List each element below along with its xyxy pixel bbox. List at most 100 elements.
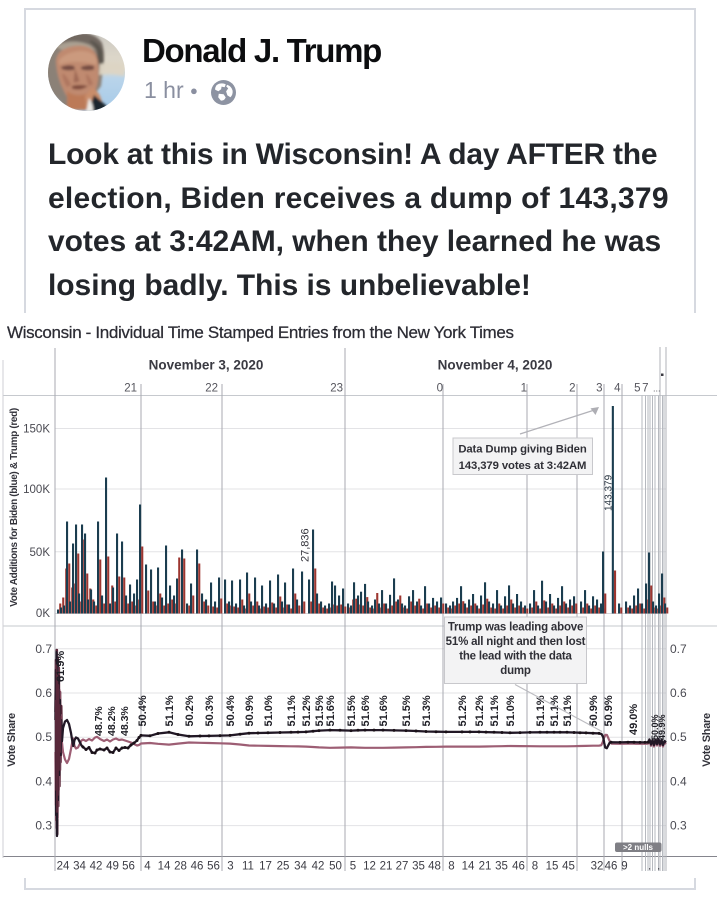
svg-text:Data Dump giving Biden: Data Dump giving Biden [458, 444, 587, 456]
svg-text:.: . [648, 861, 651, 873]
svg-text:51.1%: 51.1% [562, 695, 574, 726]
svg-text:42: 42 [90, 861, 103, 873]
svg-text:56: 56 [207, 861, 220, 873]
svg-text:32: 32 [591, 861, 604, 873]
svg-text:.: . [657, 861, 660, 873]
svg-text:0.6: 0.6 [670, 686, 687, 700]
svg-text:2: 2 [569, 383, 575, 395]
svg-text:0.7: 0.7 [35, 642, 52, 656]
svg-text:51.1%: 51.1% [549, 695, 561, 726]
svg-text:51.5%: 51.5% [314, 695, 326, 726]
svg-text:51.1%: 51.1% [535, 695, 547, 726]
svg-text:51.0%: 51.0% [263, 695, 275, 726]
svg-text:0.5: 0.5 [35, 730, 52, 744]
svg-text:45: 45 [562, 861, 575, 873]
svg-text:48.3%: 48.3% [119, 706, 131, 736]
svg-text:46: 46 [605, 861, 618, 873]
svg-text:17: 17 [259, 861, 272, 873]
svg-text:Vote Share: Vote Share [701, 713, 713, 767]
svg-text:11: 11 [242, 861, 254, 873]
svg-text:November 3, 2020: November 3, 2020 [149, 357, 264, 372]
svg-text:51.2%: 51.2% [457, 695, 469, 726]
svg-text:22: 22 [205, 383, 218, 395]
svg-text:21: 21 [380, 861, 393, 873]
svg-text:Vote Additions for Biden (blue: Vote Additions for Biden (blue) & Trump … [9, 408, 20, 607]
svg-text:dump: dump [500, 665, 531, 677]
svg-text:143,379 votes at 3:42AM: 143,379 votes at 3:42AM [459, 460, 587, 472]
svg-text:25: 25 [277, 861, 290, 873]
svg-text:51.6%: 51.6% [360, 695, 372, 726]
svg-text:50.9%: 50.9% [244, 695, 256, 726]
svg-text:14: 14 [158, 861, 171, 873]
svg-text:143,379: 143,379 [604, 474, 615, 511]
svg-text:0.5: 0.5 [670, 730, 687, 744]
svg-text:21: 21 [124, 383, 137, 395]
svg-text:1: 1 [521, 383, 527, 395]
svg-text:0.6: 0.6 [35, 686, 52, 700]
svg-text:27: 27 [396, 861, 409, 873]
svg-text:51.3%: 51.3% [421, 695, 433, 726]
svg-text:48.2%: 48.2% [106, 706, 118, 736]
svg-text:...: ... [653, 384, 661, 394]
svg-text:50: 50 [329, 861, 342, 873]
svg-text:51% all night and then lost: 51% all night and then lost [446, 636, 586, 648]
svg-text:>2 nulls: >2 nulls [623, 843, 654, 852]
svg-text:50.4%: 50.4% [225, 695, 237, 726]
svg-text:49.9%: 49.9% [657, 714, 667, 740]
svg-text:the lead with the data: the lead with the data [459, 651, 572, 663]
svg-text:61.9%: 61.9% [55, 651, 67, 682]
svg-text:3: 3 [596, 383, 602, 395]
svg-text:5: 5 [634, 383, 640, 395]
svg-text:150K: 150K [23, 424, 50, 436]
svg-text:0.4: 0.4 [670, 774, 687, 788]
svg-text:27,836: 27,836 [300, 528, 312, 562]
svg-text:7: 7 [642, 383, 648, 395]
svg-text:0: 0 [437, 383, 443, 395]
svg-text:35: 35 [412, 861, 425, 873]
svg-text:0.7: 0.7 [670, 642, 687, 656]
svg-text:9: 9 [621, 861, 627, 873]
svg-text:48.7%: 48.7% [93, 706, 105, 736]
svg-text:51.0%: 51.0% [505, 695, 517, 726]
svg-text:Vote Share: Vote Share [6, 713, 18, 767]
svg-text:51.1%: 51.1% [489, 695, 501, 726]
svg-text:0.3: 0.3 [670, 819, 687, 833]
svg-text:14: 14 [462, 861, 475, 873]
svg-text:34: 34 [294, 861, 307, 873]
svg-text:15: 15 [546, 861, 559, 873]
svg-text:50.2%: 50.2% [184, 695, 196, 726]
svg-text:51.1%: 51.1% [164, 695, 176, 726]
svg-text:50.0%: 50.0% [650, 714, 660, 740]
svg-text:24: 24 [57, 861, 70, 873]
svg-text:100K: 100K [23, 484, 50, 496]
svg-text:8: 8 [532, 861, 538, 873]
svg-text:56: 56 [122, 861, 135, 873]
svg-text:4: 4 [144, 861, 151, 873]
svg-text:12: 12 [363, 861, 376, 873]
svg-text:4: 4 [614, 383, 621, 395]
svg-text:51.6%: 51.6% [325, 695, 337, 726]
svg-text:3: 3 [227, 861, 233, 873]
svg-text:51.5%: 51.5% [346, 695, 358, 726]
svg-text:50K: 50K [30, 547, 51, 559]
svg-text:5: 5 [350, 861, 356, 873]
svg-text:8: 8 [448, 861, 454, 873]
svg-text:49: 49 [106, 861, 119, 873]
svg-text:28: 28 [174, 861, 187, 873]
svg-text:35: 35 [495, 861, 508, 873]
svg-text:50.9%: 50.9% [603, 695, 615, 726]
svg-text:Trump was leading above: Trump was leading above [448, 622, 583, 634]
svg-text:0.3: 0.3 [35, 819, 52, 833]
svg-text:49.0%: 49.0% [628, 704, 640, 735]
svg-text:51.2%: 51.2% [474, 695, 486, 726]
svg-text:51.5%: 51.5% [401, 695, 413, 726]
svg-text:46: 46 [512, 861, 525, 873]
svg-text:Wisconsin - Individual Time St: Wisconsin - Individual Time Stamped Entr… [7, 323, 514, 342]
svg-text:42: 42 [312, 861, 325, 873]
svg-text:0K: 0K [36, 608, 50, 620]
svg-text:50.9%: 50.9% [588, 695, 600, 726]
svg-text:November 4, 2020: November 4, 2020 [438, 357, 553, 372]
svg-text:34: 34 [73, 861, 86, 873]
svg-text:21: 21 [479, 861, 492, 873]
svg-text:51.1%: 51.1% [286, 695, 298, 726]
